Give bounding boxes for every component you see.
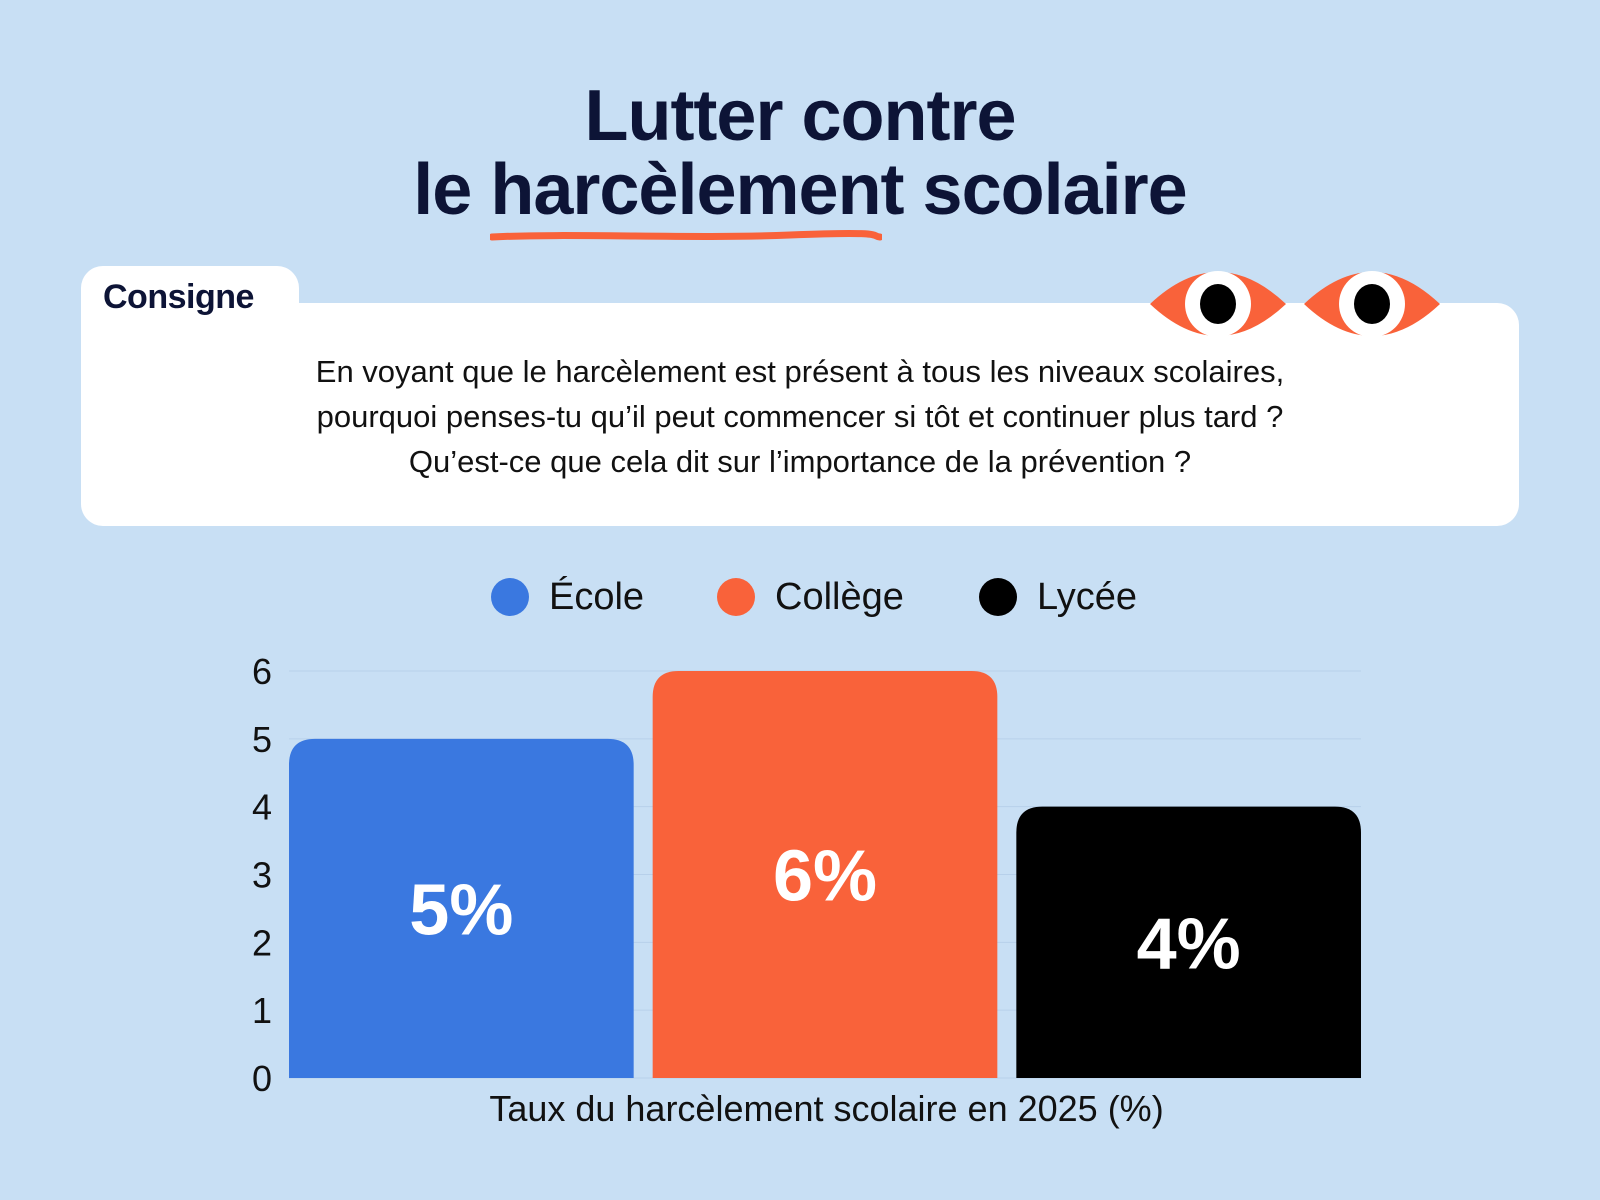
eye-icon xyxy=(1304,271,1440,337)
y-tick-label: 3 xyxy=(252,855,272,896)
title-underline-stroke xyxy=(490,229,882,241)
y-tick-label: 4 xyxy=(252,787,272,828)
eye-icon xyxy=(1150,271,1286,337)
legend-item: École xyxy=(491,572,644,622)
prompt-line: Qu’est-ce que cela dit sur l’importance … xyxy=(408,444,1192,479)
bar-data-label: 4% xyxy=(1137,904,1241,984)
y-tick-label: 5 xyxy=(252,719,272,760)
bar-data-label: 6% xyxy=(773,837,877,917)
x-axis-label: Taux du harcèlement scolaire en 2025 (%) xyxy=(489,1088,1164,1129)
legend-label: Collège xyxy=(775,575,904,618)
prompt-tab-label: Consigne xyxy=(103,278,254,316)
title-line-1: Lutter contre xyxy=(584,76,1016,156)
y-tick-label: 2 xyxy=(252,922,272,963)
legend-swatch xyxy=(717,578,755,616)
prompt-card xyxy=(81,303,1519,526)
bar xyxy=(652,671,998,1078)
legend-swatch xyxy=(491,578,529,616)
prompt-text: En voyant que le harcèlement est présent… xyxy=(81,349,1519,484)
y-tick-label: 0 xyxy=(252,1058,272,1099)
y-tick-label: 6 xyxy=(252,651,272,692)
bar-data-label: 5% xyxy=(409,870,513,950)
chart-legend: École Collège Lycée xyxy=(0,572,1600,622)
legend-label: Lycée xyxy=(1037,575,1137,618)
prompt-line: pourquoi penses-tu qu’il peut commencer … xyxy=(316,399,1284,434)
legend-label: École xyxy=(549,575,645,618)
legend-item: Collège xyxy=(717,572,904,622)
legend-swatch xyxy=(979,578,1017,616)
prompt-tab xyxy=(81,266,299,346)
title-line-2: le harcèlement scolaire xyxy=(413,150,1187,230)
bar xyxy=(289,738,634,1078)
legend-item: Lycée xyxy=(979,572,1137,622)
prompt-line: En voyant que le harcèlement est présent… xyxy=(315,354,1285,389)
bar xyxy=(1016,806,1361,1078)
y-tick-label: 1 xyxy=(252,990,272,1031)
